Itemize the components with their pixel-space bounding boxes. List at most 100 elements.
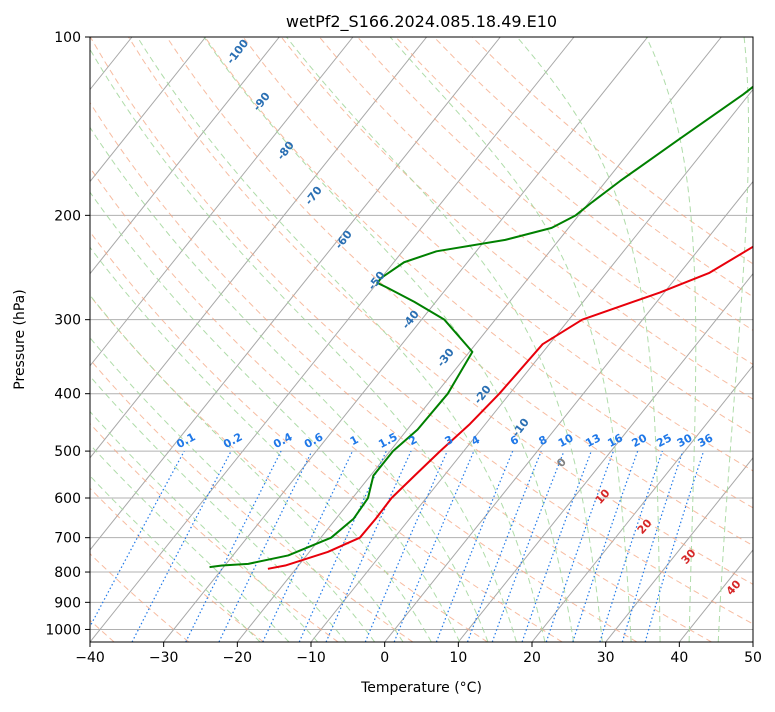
- y-axis-label: Pressure (hPa): [12, 289, 28, 389]
- mixing-ratio-label: 0.2: [221, 430, 244, 451]
- y-tick-label: 600: [54, 491, 81, 507]
- moist-adiabat-line: [90, 191, 461, 642]
- moist-adiabat-line: [90, 337, 376, 642]
- mixing-ratio-label: 10: [556, 431, 576, 450]
- moist-adiabat-line: [717, 37, 750, 642]
- dry-adiabat-line: [90, 101, 712, 642]
- moist-adiabat-line: [90, 410, 319, 642]
- mixing-ratio-line: [325, 450, 412, 642]
- y-tick-label: 1000: [45, 622, 81, 638]
- y-tick-label: 800: [54, 565, 81, 581]
- moist-adiabat-label: 30: [679, 546, 699, 566]
- mixing-ratio-line: [218, 450, 313, 642]
- mixing-ratio-label: 0.6: [302, 430, 326, 451]
- dry-adiabat-line: [90, 166, 638, 642]
- dry-adiabat-label: -60: [332, 228, 355, 252]
- isotherm-line: [531, 364, 753, 642]
- mixing-ratio-line: [644, 450, 705, 642]
- mixing-ratio-line: [466, 450, 542, 642]
- in-plot-labels: -100-90-80-70-60-50-40-30-20-100.1 0.2 0.4…: [174, 37, 743, 598]
- isotherm-line: [457, 272, 753, 642]
- axes: −40 −30 −20 −10 0 10 20 30 40 50 100 200 300 400 500 60…: [45, 30, 762, 666]
- moist-adiabat-label: 40: [724, 577, 744, 597]
- dry-adiabat-line: [90, 487, 264, 642]
- isotherm-line: [0, 37, 58, 642]
- mixing-ratio-line: [491, 450, 565, 642]
- x-tick-label: 20: [523, 650, 541, 666]
- mixing-ratio-label: 1: [348, 433, 361, 448]
- dry-adiabat-line: [90, 422, 339, 642]
- dry-adiabat-line: [204, 37, 753, 509]
- dewpoint-profile-line: [209, 85, 753, 569]
- isotherm-line: [90, 37, 501, 551]
- dry-adiabat-line: [395, 37, 753, 331]
- dry-adiabat-line: [319, 37, 753, 400]
- moist-adiabat-label: 20: [635, 516, 655, 536]
- dry-adiabat-line: [357, 37, 753, 365]
- mixing-ratio-line: [393, 450, 475, 642]
- moist-adiabat-line: [90, 294, 404, 642]
- y-tick-label: 900: [54, 595, 81, 611]
- moist-adiabat-line: [90, 246, 432, 642]
- isotherm-line: [310, 88, 753, 642]
- moist-adiabat-line: [136, 37, 546, 642]
- isotherm-line: [90, 37, 575, 642]
- chart-title: wetPf2_S166.2024.085.18.49.E10: [286, 12, 557, 32]
- dry-adiabat-label: -30: [434, 346, 457, 370]
- mixing-ratio-line: [90, 450, 185, 628]
- x-tick-label: −20: [223, 650, 253, 666]
- x-tick-label: −40: [75, 650, 105, 666]
- mixing-ratio-label: 0.1: [174, 430, 197, 451]
- isotherm-line: [605, 457, 753, 642]
- mixing-ratio-label: 8: [537, 433, 550, 448]
- plot-area: [0, 37, 753, 642]
- x-tick-label: 40: [670, 650, 688, 666]
- moist-adiabat-line: [203, 37, 575, 642]
- dry-adiabat-line: [90, 231, 563, 642]
- dry-adiabat-line: [90, 37, 753, 625]
- isotherm-line: [90, 37, 428, 459]
- moist-adiabat-line: [389, 37, 632, 642]
- mixing-ratio-label: 0.4: [271, 430, 295, 451]
- x-tick-label: −30: [149, 650, 179, 666]
- isotherm-line: [163, 37, 649, 642]
- temperature-profile-line: [267, 245, 753, 570]
- isotherm-line: [90, 37, 354, 367]
- moist-adiabat-line: [286, 37, 603, 642]
- isotherm-line: [384, 180, 753, 642]
- dry-adiabat-line: [128, 37, 753, 585]
- mixing-ratio-line: [185, 450, 282, 642]
- moist-adiabat-line: [516, 37, 661, 642]
- mixing-ratio-line: [435, 450, 514, 642]
- moist-adiabat-line: [90, 443, 290, 642]
- mixing-ratio-line: [599, 450, 663, 642]
- mixing-ratio-line: [545, 450, 614, 642]
- y-tick-label: 200: [54, 208, 81, 224]
- x-axis-label: Temperature (°C): [360, 680, 482, 696]
- isotherm-line: [236, 37, 722, 642]
- mixing-ratio-label: 36: [696, 431, 716, 450]
- dry-adiabat-label: -90: [250, 90, 273, 114]
- mixing-ratio-label: 16: [605, 431, 625, 450]
- mixing-ratio-label: 13: [583, 431, 603, 450]
- isotherm-line: [752, 641, 753, 642]
- moist-adiabat-line: [90, 126, 489, 642]
- dry-adiabat-label: -50: [365, 269, 388, 293]
- x-tick-label: 30: [597, 650, 615, 666]
- x-tick-label: 50: [744, 650, 762, 666]
- dry-adiabat-label: -40: [399, 308, 422, 332]
- mixing-ratio-line: [572, 450, 639, 642]
- isotherm-line: [90, 37, 280, 275]
- mixing-ratio-label: 30: [675, 431, 695, 450]
- moist-adiabat-line: [90, 475, 261, 642]
- dry-adiabat-label: -100: [224, 37, 251, 67]
- mixing-ratio-label: 25: [654, 431, 674, 450]
- mixing-ratio-label: 2: [406, 433, 419, 448]
- dry-adiabat-line: [471, 37, 753, 265]
- dry-adiabat-line: [90, 294, 488, 642]
- dry-adiabat-line: [90, 358, 414, 642]
- moist-adiabat-line: [90, 375, 347, 642]
- mixing-ratio-line: [521, 450, 592, 642]
